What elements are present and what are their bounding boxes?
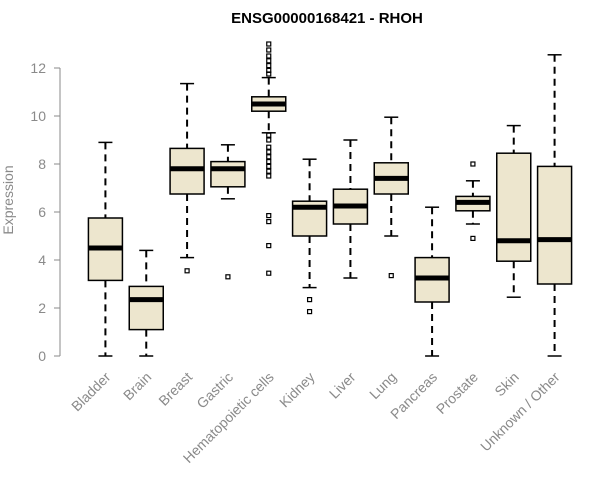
outlier-point (266, 243, 272, 249)
box-liver (332, 139, 369, 279)
outlier-point (266, 159, 272, 165)
y-axis: 0 2 4 6 8 10 12 (30, 60, 61, 364)
box-kidney (291, 158, 328, 315)
outlier-point (266, 132, 272, 138)
outlier-point (266, 144, 272, 150)
box-bladder (87, 141, 124, 357)
x-tick-label: Skin (491, 369, 522, 400)
outlier-point (266, 154, 272, 160)
box-pancreas (414, 206, 450, 357)
boxes-group (87, 41, 573, 357)
y-tick-label: 8 (38, 156, 46, 172)
outlier-point (266, 270, 272, 276)
y-tick-label: 2 (38, 300, 46, 316)
box-prostate (455, 161, 491, 241)
outlier-point (470, 235, 476, 241)
outlier-point (266, 137, 272, 143)
x-tick-label: Brain (120, 369, 154, 403)
outlier-point (184, 268, 190, 274)
y-tick-label: 6 (38, 204, 46, 220)
y-axis-label: Expression (0, 165, 16, 234)
box-iqr (210, 160, 246, 188)
outlier-point (266, 41, 272, 47)
outlier-point (266, 53, 272, 59)
x-tick-label: Breast (155, 369, 195, 409)
chart-title: ENSG00000168421 - RHOH (231, 10, 423, 27)
y-tick-label: 10 (30, 108, 46, 124)
outlier-point (306, 297, 313, 303)
box-iqr (536, 165, 573, 285)
box-iqr (128, 285, 164, 331)
box-brain (128, 249, 164, 357)
outlier-point (266, 62, 272, 69)
x-tick-label: Prostate (433, 369, 481, 417)
x-tick-label: Bladder (68, 369, 114, 415)
box-breast (169, 82, 205, 274)
y-tick-label: 0 (38, 348, 46, 364)
outlier-point (266, 219, 272, 225)
outlier-point (225, 274, 231, 280)
outlier-point (266, 168, 272, 174)
outlier-point (266, 47, 272, 53)
box-iqr (496, 152, 532, 262)
y-tick-label: 12 (30, 60, 46, 76)
outlier-point (266, 149, 272, 155)
box-unknown-other (536, 54, 573, 357)
outlier-point (266, 71, 272, 77)
x-tick-label: Lung (366, 369, 399, 402)
box-hematopoietic-cells (251, 41, 287, 276)
y-tick-label: 4 (38, 252, 46, 268)
box-gastric (210, 144, 246, 280)
box-lung (373, 116, 409, 279)
outlier-point (266, 173, 272, 179)
outlier-point (470, 161, 476, 167)
outlier-point (266, 58, 272, 64)
x-tick-label: Kidney (276, 369, 318, 411)
x-tick-label: Liver (326, 369, 359, 402)
outlier-point (388, 273, 394, 279)
box-skin (496, 124, 532, 298)
outlier-point (266, 213, 272, 219)
outlier-point (266, 163, 272, 169)
outlier-point (306, 309, 313, 315)
